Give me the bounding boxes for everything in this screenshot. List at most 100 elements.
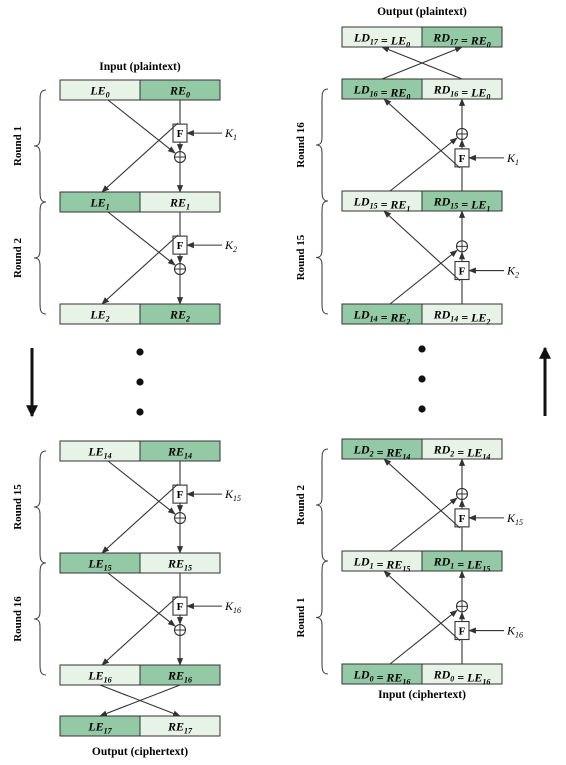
right-half-label: RD14 = LE2 (433, 308, 491, 327)
f-function-box: F (172, 235, 188, 255)
f-function-box: F (454, 508, 470, 528)
left-to-xor-arrow (107, 460, 176, 515)
right-half-label: RD1 = LE15 (433, 555, 491, 574)
xor-icon (455, 600, 469, 613)
dec-row: LD14 = RE2 RD14 = LE2 (341, 303, 503, 327)
ellipsis-right (418, 345, 426, 413)
enc-round: F K15 Round 15 (12, 450, 241, 564)
round-label: Round 16 (12, 596, 24, 642)
dec-round: F K15 Round 2 (295, 448, 523, 562)
left-to-xor-arrow (107, 99, 176, 154)
round-brace (33, 450, 47, 564)
dec-round: F K2 Round 15 (295, 200, 519, 315)
right-half-label: RE14 (167, 445, 192, 461)
round-brace (315, 88, 329, 202)
right-half-label: RE1 (169, 196, 190, 212)
right-to-left-arrow (101, 234, 179, 305)
right-to-left-arrow (383, 458, 461, 529)
left-half-label: LD16 = RE0 (353, 83, 411, 102)
xor-icon (455, 127, 469, 141)
swap-arrow (99, 684, 181, 717)
right-half-label: RD16 = LE0 (433, 83, 491, 102)
enc-row: LE14 RE14 (59, 440, 221, 462)
dec-row: LD2 = RE14 RD2 = LE14 (341, 438, 503, 462)
xor-icon (455, 487, 469, 501)
right-half-label: RE16 (167, 669, 192, 685)
round-label: Round 1 (295, 597, 307, 637)
swap-arrow (381, 46, 463, 80)
left-to-xor-arrow (389, 497, 458, 552)
f-function-box: F (454, 620, 470, 641)
left-half-label: LE17 (87, 720, 112, 736)
enc-round: F K16 Round 16 (12, 562, 241, 676)
right-half-label: RE0 (169, 84, 190, 100)
round-label: Round 1 (12, 126, 24, 166)
f-function-box: F (172, 484, 188, 504)
left-to-xor-arrow (389, 137, 458, 192)
left-half-label: LD17 = LE0 (353, 31, 410, 50)
right-to-left-arrow (383, 210, 461, 282)
left-to-xor-arrow (107, 572, 176, 627)
dec-round: F K16 Round 1 (295, 560, 523, 675)
f-function-label: F (459, 266, 466, 278)
left-half-label: LE16 (87, 669, 111, 685)
enc-row: LE2 RE2 (59, 303, 221, 325)
round-brace (315, 560, 329, 675)
round-label: Round 15 (12, 484, 24, 530)
dec-input-caption: Input (ciphertext) (378, 689, 466, 701)
round-label: Round 16 (295, 122, 307, 168)
xor-icon (173, 262, 187, 276)
f-function-box: F (454, 148, 470, 168)
subkey-label: K15 (224, 487, 241, 503)
enc-row: LE15 RE15 (59, 552, 221, 574)
left-half-label: LE2 (89, 308, 109, 324)
round-label: Round 2 (12, 237, 24, 278)
xor-icon (173, 511, 187, 525)
left-half-label: LE1 (89, 196, 109, 212)
left-half-label: LE15 (87, 557, 111, 573)
xor-icon (173, 150, 187, 164)
subkey-label: K16 (506, 624, 523, 640)
dec-row: LD16 = RE0 RD16 = LE0 (341, 78, 503, 102)
right-half-label: RE17 (167, 720, 193, 736)
subkey-label: K15 (506, 511, 523, 527)
round-brace (33, 562, 47, 676)
round-brace (315, 448, 329, 562)
round-label: Round 2 (295, 484, 307, 525)
subkey-label: K2 (506, 264, 519, 280)
f-function-label: F (459, 626, 466, 638)
right-to-left-arrow (101, 122, 179, 193)
left-to-xor-arrow (389, 249, 458, 305)
right-half-label: RD2 = LE14 (433, 443, 491, 462)
encryption-diagram: LE0 RE0 LE1 RE1 LE2 RE2 LE14 RE14 LE15 RE15 LE16 RE… (12, 79, 241, 737)
dec-output-caption: Output (plaintext) (377, 6, 467, 18)
left-half-label: LE14 (87, 445, 111, 461)
left-half-label: LD14 = RE2 (353, 308, 411, 327)
right-to-left-arrow (383, 98, 461, 169)
left-half-label: LD1 = RE15 (353, 555, 411, 574)
left-half-label: LD15 = RE1 (353, 195, 411, 214)
left-to-xor-arrow (389, 609, 458, 665)
xor-icon (455, 240, 469, 253)
right-half-label: RD15 = LE1 (433, 195, 491, 214)
dec-row: LD1 = RE15 RD1 = LE15 (341, 550, 503, 574)
round-brace (315, 200, 329, 315)
f-function-box: F (454, 260, 470, 281)
f-function-label: F (459, 513, 466, 525)
enc-row: LE16 RE16 (59, 664, 221, 686)
right-half-label: RE15 (167, 557, 192, 573)
left-half-label: LE0 (89, 84, 109, 100)
enc-round: F K1 Round 1 (12, 89, 237, 203)
dec-final-swap (381, 46, 463, 80)
enc-output-caption: Output (ciphertext) (92, 746, 188, 758)
f-function-label: F (177, 489, 184, 501)
dec-row: LD17 = LE0 RD17 = RE0 (341, 26, 503, 50)
left-half-label: LD2 = RE14 (353, 443, 411, 462)
enc-round: F K2 Round 2 (12, 201, 237, 315)
subkey-label: K16 (224, 599, 241, 615)
right-half-label: RE2 (169, 308, 190, 324)
f-function-box: F (172, 596, 188, 616)
subkey-label: K1 (224, 126, 237, 142)
f-function-label: F (177, 601, 184, 613)
